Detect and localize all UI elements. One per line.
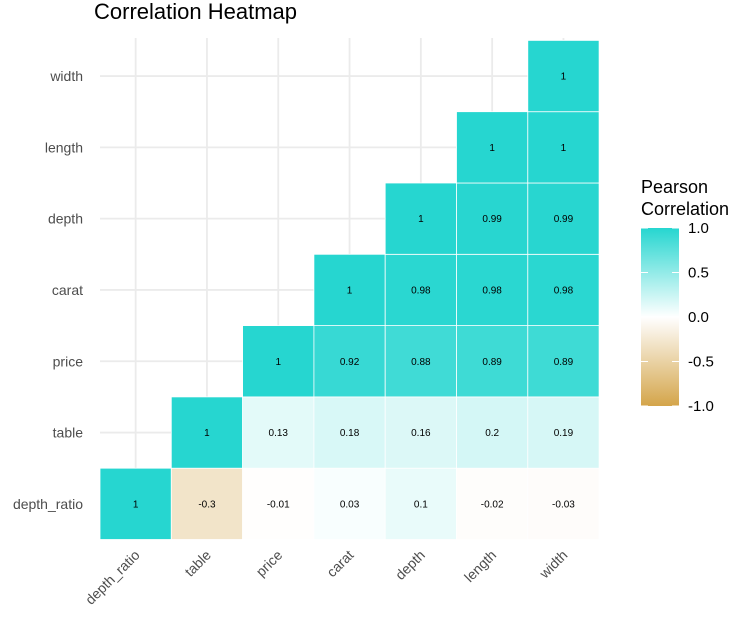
x-tick-label-price: price [253, 547, 286, 580]
legend-title-line-2: Correlation [641, 199, 729, 219]
cell-label-price-price: 1 [275, 357, 281, 368]
cell-label-length-table: 0.2 [485, 428, 499, 439]
cell-label-width-depth: 0.99 [554, 214, 574, 225]
heatmap-cell-length-depth [456, 182, 529, 255]
heatmap-cell-depth-carat [384, 253, 457, 327]
cell-label-depth-carat: 0.98 [411, 285, 431, 296]
cell-label-table-table: 1 [204, 428, 210, 439]
x-tick-label-carat: carat [323, 547, 356, 580]
heatmap-cell-carat-depth_ratio [313, 467, 386, 540]
chart-title: Correlation Heatmap [94, 0, 297, 24]
heatmap-cell-width-length [527, 111, 600, 184]
heatmap-cell-table-depth_ratio [170, 467, 244, 540]
heatmap-cell-width-depth [527, 182, 600, 255]
cell-label-depth-depth_ratio: 0.1 [414, 499, 428, 510]
heatmap-cell-width-price [527, 325, 600, 398]
cell-label-length-depth_ratio: -0.02 [481, 499, 504, 510]
heatmap-cell-price-depth_ratio [242, 467, 315, 540]
heatmap-cell-table-table [170, 396, 244, 469]
cell-label-length-carat: 0.98 [482, 285, 502, 296]
cell-label-width-price: 0.89 [554, 357, 574, 368]
heatmap-cell-carat-carat [313, 253, 386, 327]
cell-label-length-price: 0.89 [482, 357, 502, 368]
x-tick-label-table: table [181, 547, 214, 580]
x-tick-label-depth_ratio: depth_ratio [82, 547, 143, 608]
cell-label-length-depth: 0.99 [482, 214, 502, 225]
legend-tick-label-3: -0.5 [688, 354, 714, 371]
y-tick-label-depth: depth [48, 211, 83, 227]
x-tick-label-width: width [535, 547, 570, 582]
heatmap-cell-depth-table [384, 396, 457, 469]
heatmap-cell-width-depth_ratio [527, 467, 600, 540]
cell-label-width-table: 0.19 [554, 428, 574, 439]
heatmap-cell-width-width [527, 40, 600, 113]
heatmap-cell-depth-depth [384, 182, 457, 255]
legend-tick-label-0: 1.0 [688, 220, 709, 237]
y-tick-label-price: price [53, 353, 84, 369]
y-tick-label-length: length [45, 139, 83, 155]
y-axis-tick-labels: depth_ratio table price carat depth length wid… [13, 68, 83, 512]
cell-label-width-depth_ratio: -0.03 [552, 499, 575, 510]
legend-tick-label-1: 0.5 [688, 265, 709, 282]
cell-label-depth-table: 0.16 [411, 428, 431, 439]
heatmap-cell-carat-price [313, 325, 386, 398]
y-tick-label-width: width [49, 68, 83, 84]
y-tick-label-carat: carat [52, 282, 83, 298]
color-legend: Pearson Correlation 1.0 0.5 0.0 -0.5 -1.0 [641, 177, 729, 415]
heatmap-cell-carat-table [313, 396, 386, 469]
x-tick-label-depth: depth [392, 547, 428, 583]
heatmap-cell-length-depth_ratio [456, 467, 529, 540]
cell-label-price-depth_ratio: -0.01 [267, 499, 290, 510]
heatmap-cell-length-price [456, 325, 529, 398]
heatmap-cell-length-length [456, 111, 529, 184]
heatmap-cell-price-table [242, 396, 315, 469]
heatmap-cell-length-carat [456, 253, 529, 327]
cell-label-depth-depth: 1 [418, 214, 424, 225]
cell-label-length-length: 1 [489, 143, 495, 154]
legend-ticks: 1.0 0.5 0.0 -0.5 -1.0 [641, 220, 714, 415]
x-axis-tick-labels: depth_ratio table price carat depth length wid… [82, 547, 571, 608]
cell-label-depth_ratio-depth_ratio: 1 [133, 499, 139, 510]
legend-tick-label-4: -1.0 [688, 398, 714, 415]
cell-label-width-length: 1 [561, 143, 567, 154]
cell-label-table-depth_ratio: -0.3 [198, 499, 216, 510]
heatmap-cell-length-table [456, 396, 529, 469]
heatmap-cells: 1 -0.3 -0.01 0.03 0.1 -0.02 -0.03 1 0.13 0.18 0.16… [99, 40, 600, 540]
cell-label-carat-price: 0.92 [340, 357, 360, 368]
cell-label-width-width: 1 [561, 72, 567, 83]
cell-label-depth-price: 0.88 [411, 357, 431, 368]
cell-label-carat-depth_ratio: 0.03 [340, 499, 360, 510]
legend-tick-label-2: 0.0 [688, 309, 709, 326]
cell-label-carat-carat: 1 [347, 285, 353, 296]
y-tick-label-table: table [53, 425, 84, 441]
y-tick-label-depth_ratio: depth_ratio [13, 496, 83, 512]
x-tick-label-length: length [461, 547, 499, 585]
legend-title-line-1: Pearson [641, 177, 708, 197]
heatmap-cell-width-table [527, 396, 600, 469]
cell-label-carat-table: 0.18 [340, 428, 360, 439]
cell-label-price-table: 0.13 [269, 428, 289, 439]
cell-label-width-carat: 0.98 [554, 285, 574, 296]
heatmap-cell-price-price [242, 325, 315, 398]
heatmap-cell-width-carat [527, 253, 600, 327]
